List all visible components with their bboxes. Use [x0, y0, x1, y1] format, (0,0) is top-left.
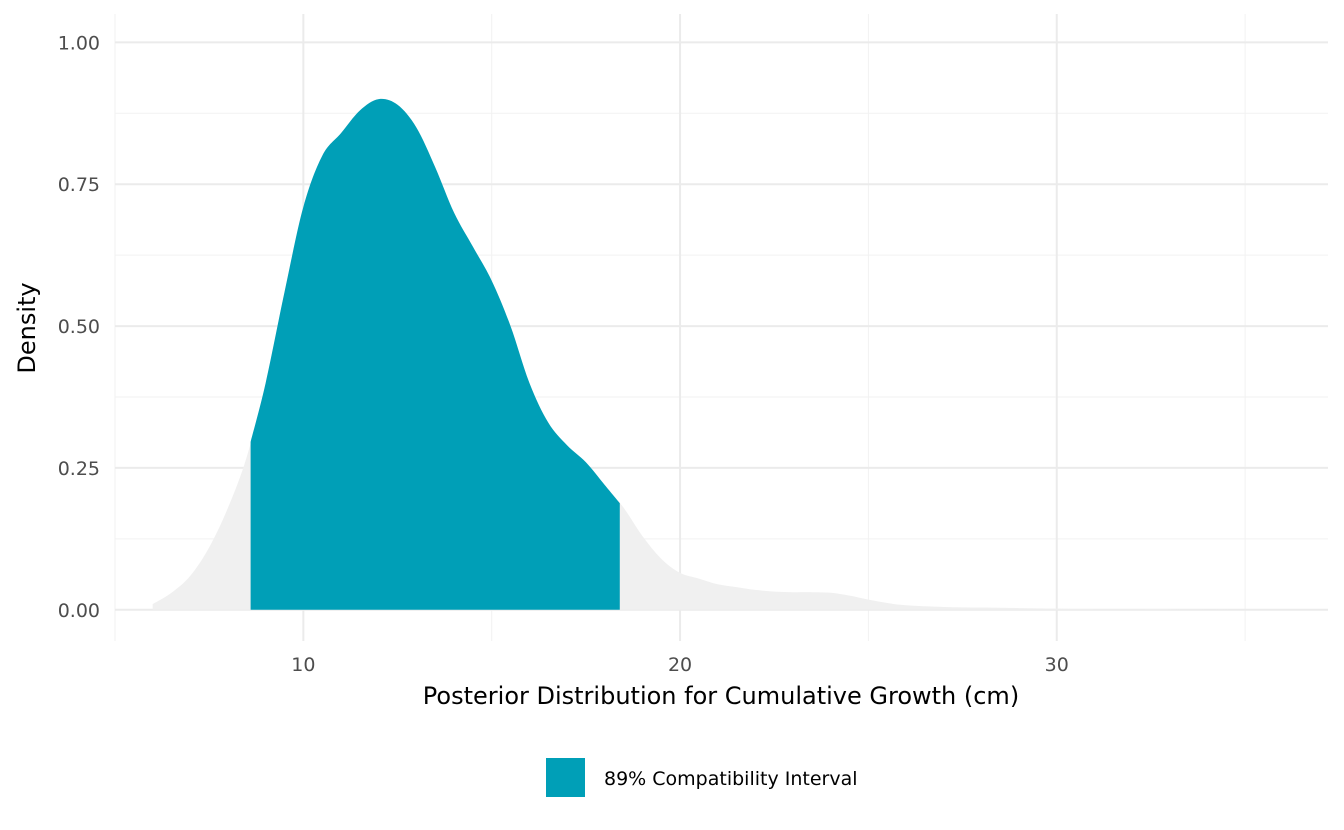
legend: 89% Compatibility Interval	[546, 758, 858, 797]
tick-labels: 0.00 0.25 0.50 0.75 1.00 10 20 30	[58, 32, 1069, 676]
x-tick-label: 20	[668, 654, 692, 676]
y-tick-label: 0.75	[58, 174, 100, 196]
x-tick-label: 10	[291, 654, 315, 676]
compatibility-interval-area	[250, 98, 620, 610]
legend-label: 89% Compatibility Interval	[604, 768, 858, 790]
y-axis-title: Density	[13, 282, 41, 373]
legend-key-swatch	[546, 758, 585, 797]
y-tick-label: 1.00	[58, 32, 100, 54]
density-areas	[152, 98, 1321, 610]
x-axis-title: Posterior Distribution for Cumulative Gr…	[423, 682, 1019, 710]
y-tick-label: 0.50	[58, 316, 100, 338]
x-tick-label: 30	[1045, 654, 1069, 676]
y-tick-label: 0.00	[58, 600, 100, 622]
y-tick-label: 0.25	[58, 458, 100, 480]
